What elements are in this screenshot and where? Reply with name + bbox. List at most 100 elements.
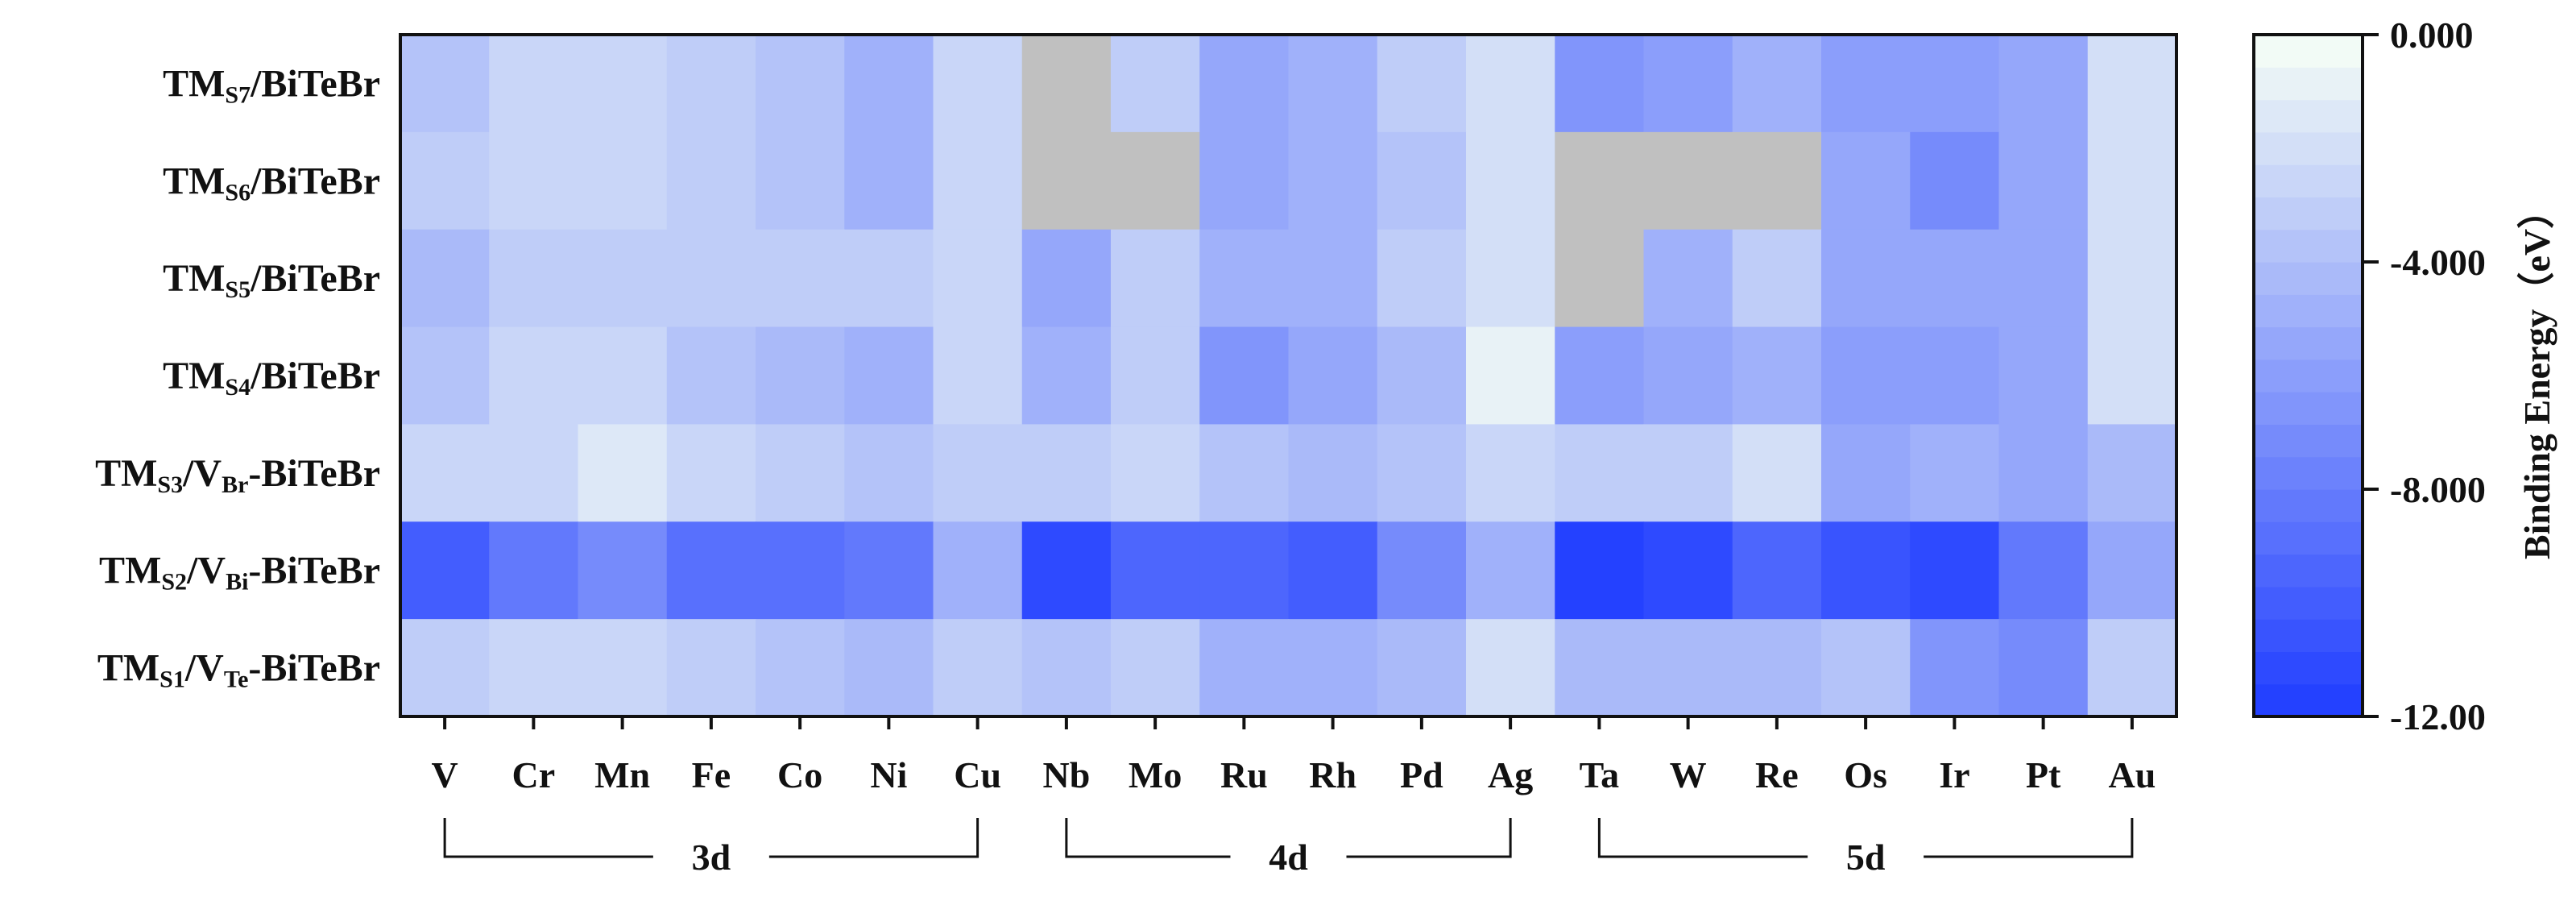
y-axis-tick-labels: TMS7/BiTeBr TMS6/BiTeBr TMS5/BiTeBr TMS4/Bi…: [95, 62, 380, 692]
heatmap-cell: [933, 424, 1023, 522]
heatmap-cell: [1377, 229, 1467, 328]
heatmap-cell: [666, 326, 756, 426]
heatmap-cell: [2087, 131, 2177, 230]
x-tick-label: Fe: [692, 754, 731, 795]
heatmap-cell: [1199, 131, 1290, 230]
heatmap-cell: [756, 131, 845, 230]
group-bracket-right: [1924, 818, 2134, 858]
heatmap-cell: [933, 326, 1023, 426]
heatmap-cell: [844, 424, 934, 522]
x-tick-label: Cu: [954, 754, 1001, 795]
heatmap-cell: [666, 229, 756, 328]
heatmap-cell: [933, 35, 1023, 133]
plot-frame: [399, 33, 2178, 718]
heatmap-cell: [1021, 619, 1112, 717]
heatmap-cell: [1821, 229, 1911, 328]
heatmap-cell: [2087, 424, 2177, 522]
colorbar-segment: [2254, 359, 2363, 392]
heatmap-cells: [400, 35, 2177, 717]
heatmap-cell: [400, 229, 490, 328]
heatmap-cell: [756, 424, 845, 522]
heatmap-cell: [1821, 521, 1911, 620]
heatmap-cell: [578, 424, 668, 522]
heatmap-cell: [489, 35, 579, 133]
heatmap-cell: [1199, 326, 1290, 426]
group-label: 4d: [1269, 837, 1308, 878]
heatmap-cell: [1998, 521, 2089, 620]
heatmap-cell: [2087, 229, 2177, 328]
heatmap-cell: [1199, 619, 1290, 717]
heatmap-cell: [1288, 424, 1378, 522]
heatmap-cell: [1377, 619, 1467, 717]
heatmap-cell: [578, 326, 668, 426]
y-tick-label: TMS4/BiTeBr: [163, 355, 380, 401]
heatmap-cell: [1998, 619, 2089, 717]
heatmap-cell: [844, 229, 934, 328]
colorbar-label: Binding Energy（eV）: [2516, 192, 2557, 559]
heatmap-cell: [756, 521, 845, 620]
heatmap-cell: [844, 131, 934, 230]
heatmap-cell: [1466, 35, 1555, 133]
heatmap-cell: [1910, 619, 2000, 717]
heatmap-cell: [1998, 229, 2089, 328]
colorbar-segment: [2254, 424, 2363, 458]
heatmap-cell: [1466, 131, 1555, 230]
colorbar-segment: [2254, 229, 2363, 263]
heatmap-cell: [1377, 521, 1467, 620]
y-tick-label: TMS6/BiTeBr: [163, 160, 380, 206]
y-tick-label: TMS3/VBr-BiTeBr: [95, 452, 380, 498]
heatmap-cell: [666, 424, 756, 522]
heatmap-cell: [578, 35, 668, 133]
heatmap-cell: [489, 326, 579, 426]
heatmap-cell: [489, 424, 579, 522]
heatmap-cell: [1910, 424, 2000, 522]
x-tick-label: W: [1670, 754, 1707, 795]
heatmap-cell: [1732, 35, 1822, 133]
heatmap-cell: [1021, 229, 1112, 328]
heatmap-cell: [578, 131, 668, 230]
heatmap-cell: [1998, 35, 2089, 133]
heatmap-cell: [1555, 131, 1645, 230]
heatmap-cell: [400, 35, 490, 133]
heatmap-cell: [2087, 35, 2177, 133]
heatmap-cell: [756, 229, 845, 328]
heatmap-cell: [1288, 326, 1378, 426]
heatmap-cell: [1732, 229, 1822, 328]
y-tick-label: TMS1/VTe-BiTeBr: [97, 647, 380, 693]
heatmap-cell: [1998, 424, 2089, 522]
heatmap-cell: [1288, 521, 1378, 620]
heatmap-cell: [489, 229, 579, 328]
heatmap-cell: [1555, 35, 1645, 133]
colorbar-tick-label: 0.000: [2390, 15, 2474, 56]
heatmap-cell: [1377, 424, 1467, 522]
x-tick-label: Co: [777, 754, 822, 795]
x-tick-label: Ni: [870, 754, 907, 795]
colorbar-segment: [2254, 521, 2363, 555]
heatmap-cell: [2087, 521, 2177, 620]
heatmap-cell: [489, 619, 579, 717]
x-tick-label: Nb: [1042, 754, 1090, 795]
colorbar-tick-label: -8.000: [2390, 469, 2486, 510]
heatmap-cell: [400, 131, 490, 230]
heatmap-cell: [1377, 131, 1467, 230]
heatmap-cell: [1821, 326, 1911, 426]
heatmap-cell: [1021, 131, 1112, 230]
colorbar-segment: [2254, 456, 2363, 490]
colorbar: 0.000 -4.000 -8.000 -12.00 Binding Energy（eV…: [2252, 15, 2557, 737]
heatmap-cell: [1199, 424, 1290, 522]
heatmap-cell: [1111, 131, 1200, 230]
y-tick-label: TMS2/VBi-BiTeBr: [99, 550, 380, 596]
x-tick-label: Ag: [1488, 754, 1533, 795]
heatmap-cell: [1732, 131, 1822, 230]
x-tick-label: Pt: [2026, 754, 2061, 795]
heatmap-cell: [666, 131, 756, 230]
heatmap-cell: [400, 619, 490, 717]
colorbar-segment: [2254, 651, 2363, 685]
heatmap-cell: [1466, 424, 1555, 522]
group-bracket-left: [443, 818, 653, 858]
group-bracket-right: [1346, 818, 1512, 858]
group-bracket-left: [1065, 818, 1231, 858]
heatmap-cell: [400, 521, 490, 620]
colorbar-segment: [2254, 586, 2363, 620]
